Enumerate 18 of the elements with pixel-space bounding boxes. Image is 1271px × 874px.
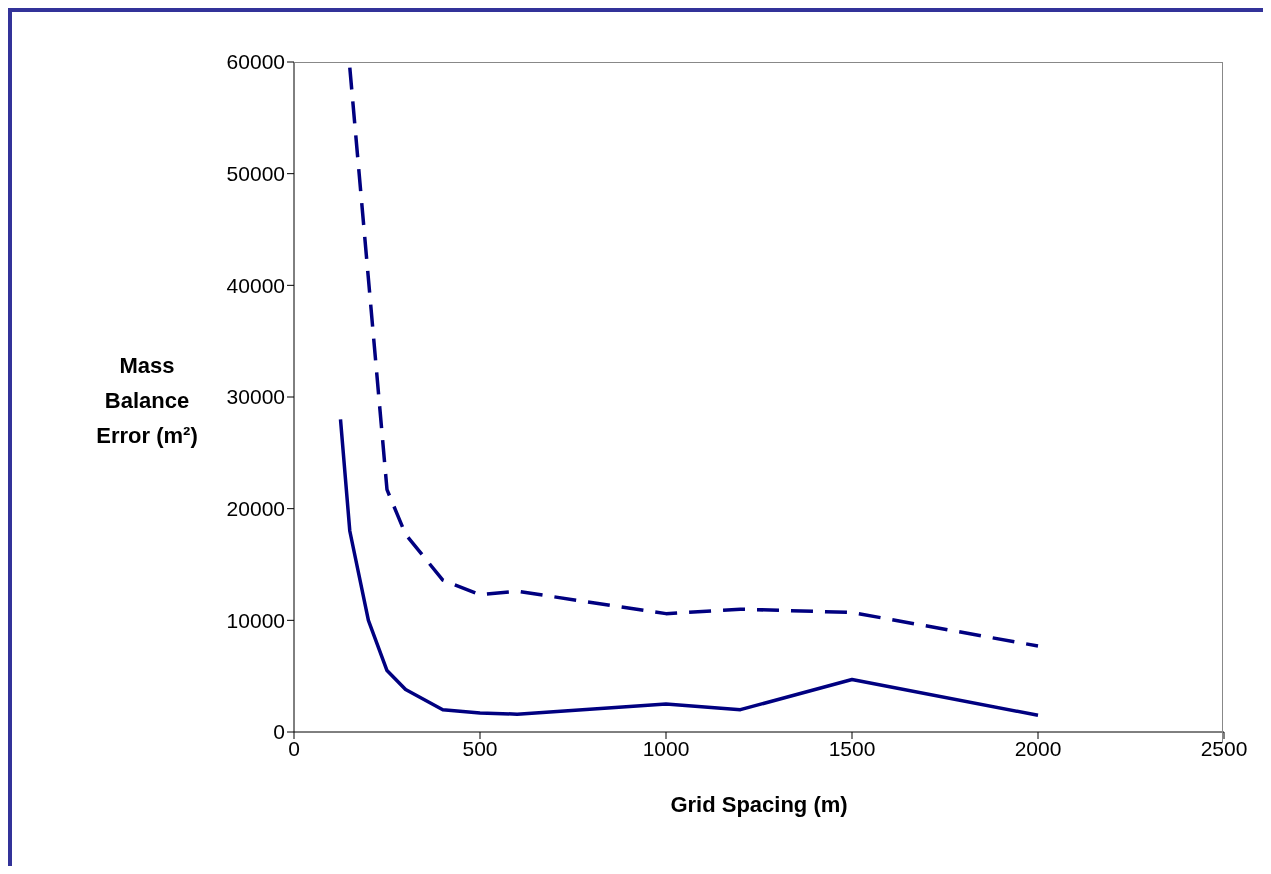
- y-tick-label: 60000: [226, 50, 285, 74]
- x-tick-label: 2000: [1014, 736, 1062, 760]
- page-frame: Mass Balance Error (m²) 0 500 1000 1500 2000 2500 Grid Spacing (m) 0 10000 20000 30000 40000 50000 60000: [8, 8, 1263, 866]
- x-tick-label: 1000: [642, 736, 690, 760]
- x-tick-label: 1500: [828, 736, 876, 760]
- y-tick-label: 40000: [226, 273, 285, 297]
- x-tick-label: 2500: [1200, 736, 1248, 760]
- x-tick-label: 500: [462, 736, 498, 760]
- line-series: [338, 417, 1040, 717]
- x-axis-title: Grid Spacing (m): [670, 792, 848, 817]
- x-tick-label: 0: [288, 736, 300, 760]
- y-tick-label: 10000: [226, 608, 285, 632]
- y-tick-label: 30000: [226, 385, 285, 409]
- y-tick-label: 20000: [226, 497, 285, 521]
- y-tick-label: 0: [273, 720, 285, 744]
- line-series: [348, 65, 1040, 648]
- y-axis-title: Mass Balance Error (m²): [95, 352, 199, 450]
- y-tick-label: 50000: [226, 162, 285, 186]
